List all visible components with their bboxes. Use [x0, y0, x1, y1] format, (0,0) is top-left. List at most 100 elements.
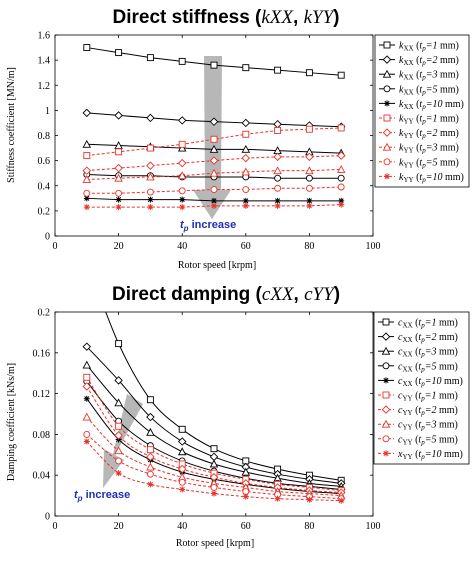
data-point	[305, 184, 313, 192]
legend-item: cYY (tp=2 mm)	[378, 405, 458, 417]
y-tick-label: 0.8	[38, 131, 51, 142]
legend-text: (	[413, 391, 420, 402]
data-point	[146, 188, 154, 196]
data-point	[83, 195, 90, 202]
legend-val: =2	[426, 55, 438, 66]
x-tick-label: 60	[241, 521, 251, 532]
legend-text: (	[413, 332, 420, 343]
series-line	[86, 386, 342, 494]
data-point	[382, 128, 392, 137]
legend-tp-sub: p	[420, 438, 425, 446]
data-point	[273, 119, 282, 129]
data-point	[146, 54, 154, 62]
legend-unit: mm)	[437, 41, 458, 52]
legend-item: kYY (tp=2 mm)	[379, 128, 459, 140]
data-point	[115, 148, 123, 156]
data-point	[83, 44, 91, 52]
data-point	[115, 49, 123, 57]
legend-tp-sub: p	[421, 147, 426, 155]
data-point	[146, 462, 155, 471]
data-point	[114, 446, 123, 455]
legend-var: k	[399, 128, 404, 139]
legend-item: kXX (tp=3 mm)	[379, 70, 459, 82]
legend-tp-sub: p	[420, 365, 425, 373]
legend-unit: mm)	[436, 361, 457, 372]
legend-label: cXX (tp=3 mm)	[398, 347, 458, 359]
legend-tp-sub: p	[421, 132, 426, 140]
legend-tp-sub: p	[420, 322, 425, 330]
legend-item: kYY (tp=10 mm)	[379, 172, 464, 184]
data-point	[115, 457, 123, 465]
data-point	[241, 118, 251, 128]
legend-tp-sub: p	[420, 351, 425, 359]
data-point	[274, 495, 281, 502]
legend-item: cXX (tp=10 mm)	[378, 376, 463, 388]
legend-unit: mm)	[437, 70, 458, 81]
data-point	[83, 430, 91, 438]
legend-label: kXX (tp=3 mm)	[399, 70, 459, 82]
legend-item: cYY (tp=5 mm)	[378, 434, 458, 446]
data-point	[178, 140, 186, 148]
data-point	[114, 173, 123, 182]
y-axis-label: Stiffness coefficient [MN/m]	[6, 67, 17, 183]
legend-sub: XX	[403, 45, 413, 53]
legend-var: c	[398, 332, 403, 343]
data-point	[241, 144, 251, 153]
legend-unit: mm)	[437, 55, 458, 66]
legend-item: kXX (tp=1 mm)	[379, 41, 459, 53]
legend-var: k	[399, 55, 404, 66]
legend-text: (	[414, 84, 421, 95]
legend-sub: XX	[403, 103, 413, 111]
data-point	[209, 459, 219, 468]
legend-label: cXX (tp=10 mm)	[398, 376, 463, 388]
legend-val: =1	[426, 41, 438, 52]
data-point	[146, 427, 155, 436]
legend-tp-sub: p	[420, 395, 425, 403]
legend-tp: t	[418, 420, 421, 431]
legend-val: =5	[426, 84, 438, 95]
legend-tp: t	[418, 347, 421, 358]
y-tick-label: 0.4	[38, 181, 51, 192]
legend-val: =1	[425, 318, 437, 329]
legend-sub: XX	[402, 365, 412, 373]
data-point	[305, 166, 314, 175]
data-point	[210, 445, 218, 453]
legend-tp: t	[418, 449, 421, 460]
data-point	[177, 447, 187, 456]
legend-val: =3	[426, 70, 438, 81]
legend-val: =3	[425, 420, 437, 431]
data-point	[383, 158, 391, 166]
data-point	[114, 398, 123, 407]
legend-val: =2	[426, 128, 438, 139]
data-point	[177, 116, 187, 125]
chart-title: Direct stiffness (kXX, kYY)	[113, 7, 340, 28]
legend-label: cXX (tp=1 mm)	[398, 318, 458, 330]
data-point	[209, 117, 219, 126]
legend-label: kYY (tp=10 mm)	[399, 172, 464, 184]
data-point	[382, 391, 390, 399]
legend-var: k	[399, 114, 404, 125]
data-point	[209, 452, 219, 462]
data-point	[146, 144, 154, 152]
legend-tp: t	[419, 41, 422, 52]
legend-tp: t	[419, 70, 422, 81]
y-axis-label: Damping coefficient [kNs/m]	[6, 363, 17, 481]
axes: 0 20 40 60 80 100 0 0.04 0.08 0.12 0.16 0.2	[33, 308, 381, 533]
data-point	[177, 171, 187, 180]
legend-var: k	[399, 41, 404, 52]
y-tick-label: 1.2	[38, 81, 51, 92]
data-point	[306, 197, 313, 204]
legend-var: c	[398, 405, 403, 416]
damping-chart: Direct damping (cXX, cYY) 0 20 40 60 80 10000…	[6, 284, 470, 549]
legend-item: cXX (tp=1 mm)	[378, 318, 458, 330]
data-point	[336, 151, 346, 160]
stiffness-chart: Direct stiffness (kXX, kYY) 0 20 40 60 80 100…	[6, 7, 470, 271]
data-point	[274, 127, 282, 134]
data-point	[147, 196, 154, 203]
legend-label: cYY (tp=3 mm)	[398, 420, 458, 432]
y-tick-label: 0	[45, 232, 50, 243]
legend-item: kYY (tp=1 mm)	[379, 114, 459, 126]
data-point	[384, 173, 390, 180]
legend-sub: YY	[402, 438, 412, 446]
data-point	[82, 175, 92, 183]
